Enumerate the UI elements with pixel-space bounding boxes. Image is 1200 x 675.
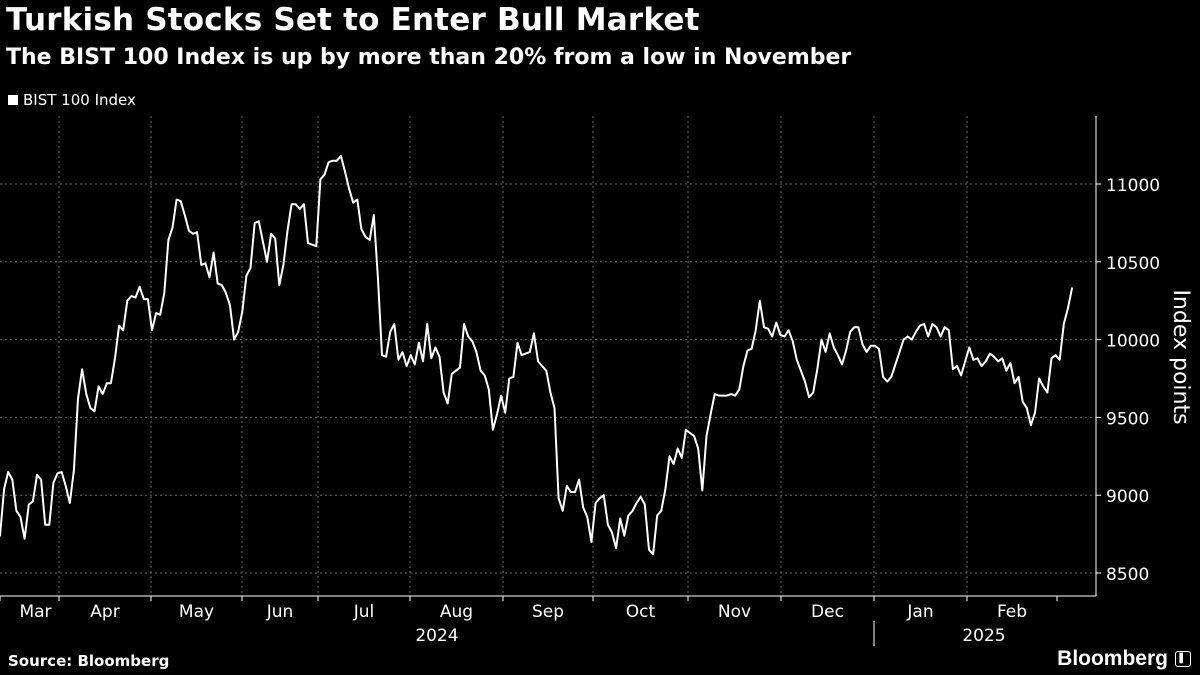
year-label: 2024 [415, 626, 458, 646]
legend: BIST 100 Index [8, 91, 136, 109]
year-label: 2025 [962, 626, 1005, 646]
bloomberg-logo: Bloomberg [1057, 647, 1168, 670]
y-tick-labels: 8500 9000 9500 10000 10500 11000 [1106, 176, 1160, 585]
x-tick-label: Jul [353, 602, 375, 622]
x-tick-label: Apr [90, 602, 119, 622]
x-tick-label: Mar [19, 602, 51, 622]
axes [0, 116, 1101, 646]
y-tick-label: 9000 [1106, 487, 1149, 507]
grid-lines [0, 116, 1096, 596]
x-tick-label: Nov [718, 602, 751, 622]
chart-title: Turkish Stocks Set to Enter Bull Market [6, 2, 700, 38]
x-tick-label: Feb [997, 602, 1027, 622]
x-tick-labels: Mar Apr May Jun Jul Aug Sep Oct Nov Dec Jan Feb [19, 602, 1027, 622]
y-tick-label: 9500 [1106, 409, 1149, 429]
y-tick-label: 8500 [1106, 565, 1149, 585]
y-tick-label: 10000 [1106, 332, 1160, 352]
y-axis-label: Index points [1168, 289, 1193, 424]
bloomberg-logo-icon: ▌ [1175, 651, 1191, 667]
x-tick-label: Jan [906, 602, 933, 622]
y-tick-label: 10500 [1106, 254, 1160, 274]
legend-swatch [8, 95, 18, 105]
x-tick-label: Oct [626, 602, 656, 622]
source-note: Source: Bloomberg [8, 652, 170, 670]
x-tick-label: Aug [440, 602, 473, 622]
x-tick-label: Dec [811, 602, 844, 622]
x-tick-label: Sep [532, 602, 564, 622]
y-tick-label: 11000 [1106, 176, 1160, 196]
legend-label: BIST 100 Index [23, 91, 136, 109]
year-labels: 2024 2025 [415, 626, 1005, 646]
series-line-bist-100 [0, 155, 1073, 556]
x-tick-label: May [179, 602, 214, 622]
x-tick-label: Jun [266, 602, 294, 622]
chart-subtitle: The BIST 100 Index is up by more than 20… [6, 45, 852, 70]
